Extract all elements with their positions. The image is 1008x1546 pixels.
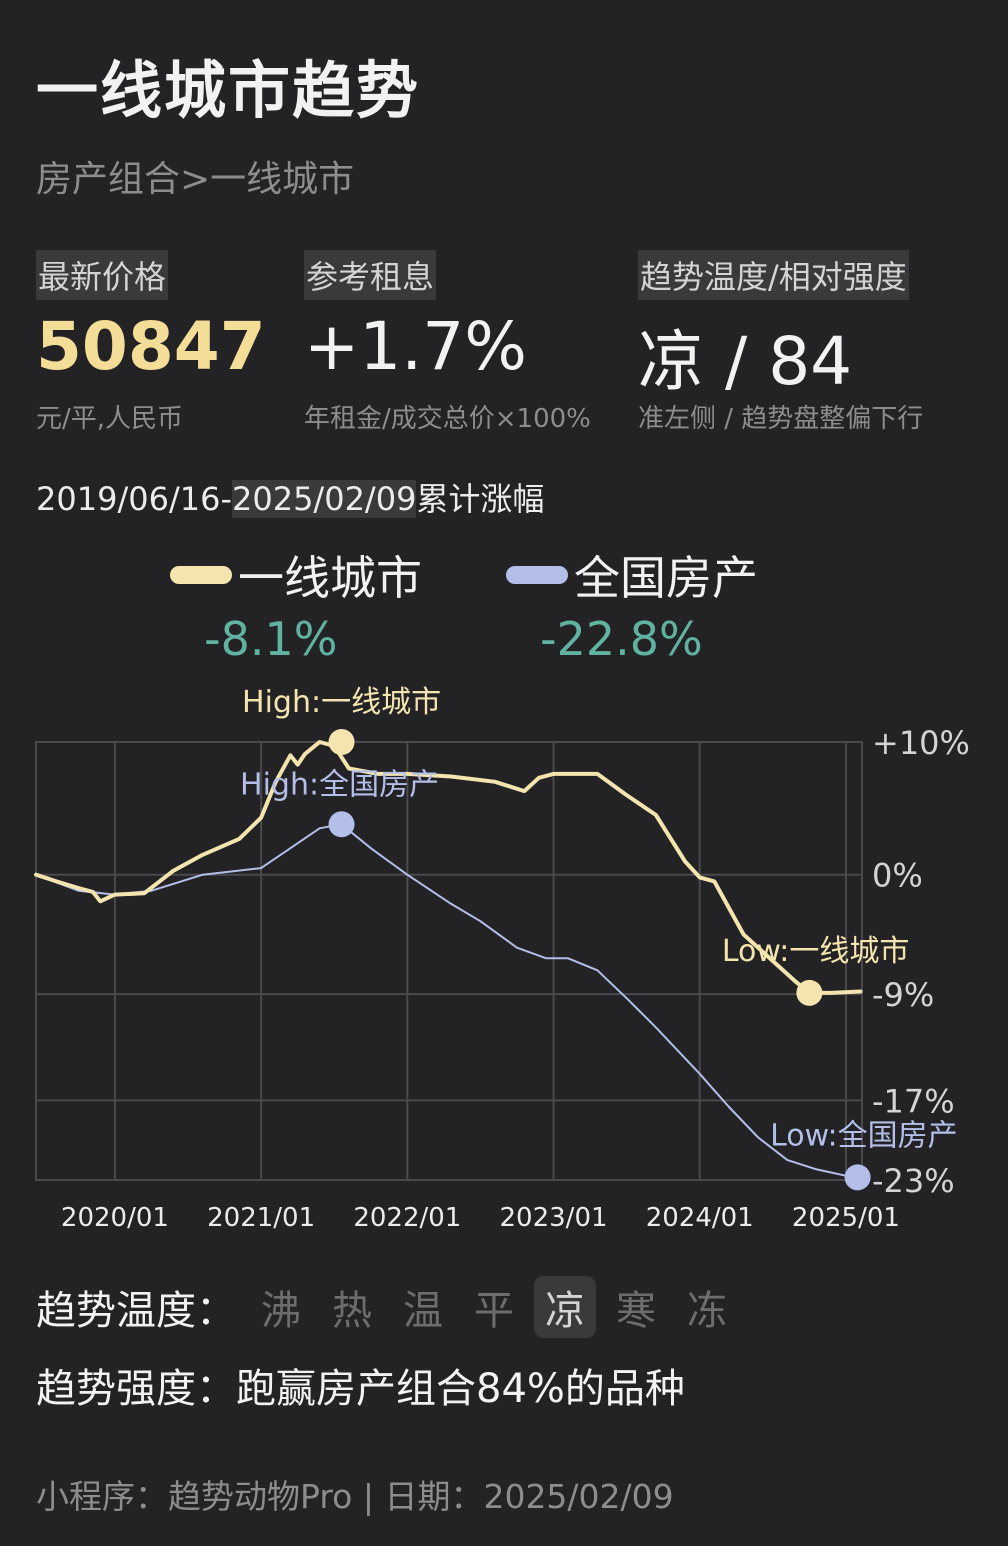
date-range: 2019/06/16-2025/02/09累计涨幅 [36, 474, 544, 520]
date-range-start: 2019/06/16- [36, 480, 232, 518]
trend-temp-note: 准左侧 / 趋势盘整偏下行 [638, 404, 924, 434]
temperature-level-3: 平 [474, 1288, 514, 1334]
latest-price-label: 最新价格 [36, 250, 169, 300]
x-tick-label-3: 2023/01 [500, 1203, 608, 1233]
annotation-low-0: Low:一线城市 [722, 934, 910, 969]
marker-high-1 [328, 811, 355, 838]
y-tick-label-4: -23% [872, 1162, 955, 1200]
legend-label-national: 全国房产 [574, 551, 758, 605]
legend-label-tier1: 一线城市 [238, 551, 422, 605]
trend-temp-label: 趋势温度/相对强度 [638, 250, 909, 300]
trend-chart: +10% 0% -9% -17% -23% 2020/01 2021/01 2022/01 20… [34, 685, 970, 1233]
temperature-row: 趋势温度： 沸热温平凉寒冻 [36, 1276, 747, 1338]
series-line-1 [35, 823, 855, 1179]
annotation-high-1: High:全国房产 [240, 767, 439, 802]
temperature-level-6: 冻 [687, 1288, 727, 1334]
strength-row: 趋势强度：跑赢房产组合84%的品种 [36, 1366, 685, 1412]
date-range-suffix: 累计涨幅 [416, 480, 545, 518]
change-national: -22.8% [540, 612, 703, 666]
x-tick-label-5: 2025/01 [792, 1203, 900, 1233]
x-tick-label-4: 2024/01 [646, 1203, 754, 1233]
temperature-level-1: 热 [332, 1288, 372, 1334]
x-tick-label-1: 2021/01 [207, 1203, 315, 1233]
y-tick-label-1: 0% [872, 857, 923, 895]
rent-yield-label: 参考租息 [304, 250, 437, 300]
latest-price-value: 50847 [36, 308, 266, 385]
series-line-0 [34, 740, 863, 995]
y-tick-label-0: +10% [872, 724, 970, 762]
latest-price-unit: 元/平,人民币 [36, 404, 184, 434]
rent-yield-note: 年租金/成交总价×100% [304, 404, 591, 434]
legend-swatch-tier1 [170, 566, 232, 584]
y-tick-label-3: -17% [872, 1082, 955, 1120]
temperature-level-0: 沸 [261, 1288, 301, 1334]
page-title: 一线城市趋势 [36, 54, 421, 127]
change-tier1: -8.1% [204, 612, 338, 666]
trend-temp-value: 凉 / 84 [638, 323, 853, 400]
annotation-low-1: Low:全国房产 [770, 1118, 958, 1153]
temperature-level-4: 凉 [534, 1276, 596, 1338]
date-range-end[interactable]: 2025/02/09 [231, 480, 417, 518]
temperature-levels: 沸热温平凉寒冻 [250, 1276, 747, 1338]
temperature-label: 趋势温度： [36, 1288, 236, 1334]
marker-high-0 [328, 729, 355, 755]
legend-swatch-national [506, 566, 568, 584]
footer-info: 小程序：趋势动物Pro | 日期：2025/02/09 [36, 1477, 674, 1516]
x-tick-label-0: 2020/01 [61, 1203, 169, 1233]
chart-labels: +10% 0% -9% -17% -23% 2020/01 2021/01 2022/01 20… [61, 685, 970, 1233]
temperature-level-2: 温 [403, 1288, 443, 1334]
breadcrumb[interactable]: 房产组合>一线城市 [36, 159, 355, 200]
temperature-level-5: 寒 [616, 1288, 656, 1334]
marker-low-1 [844, 1164, 871, 1191]
chart-series [34, 740, 863, 1179]
rent-yield-value: +1.7% [304, 308, 527, 385]
x-tick-label-2: 2022/01 [353, 1203, 461, 1233]
chart-markers [328, 729, 871, 1191]
marker-low-0 [796, 979, 823, 1006]
y-tick-label-2: -9% [872, 976, 934, 1014]
legend-item-national[interactable]: 全国房产 [506, 542, 758, 608]
annotation-high-0: High:一线城市 [242, 685, 441, 720]
legend-item-tier1[interactable]: 一线城市 [170, 542, 422, 608]
